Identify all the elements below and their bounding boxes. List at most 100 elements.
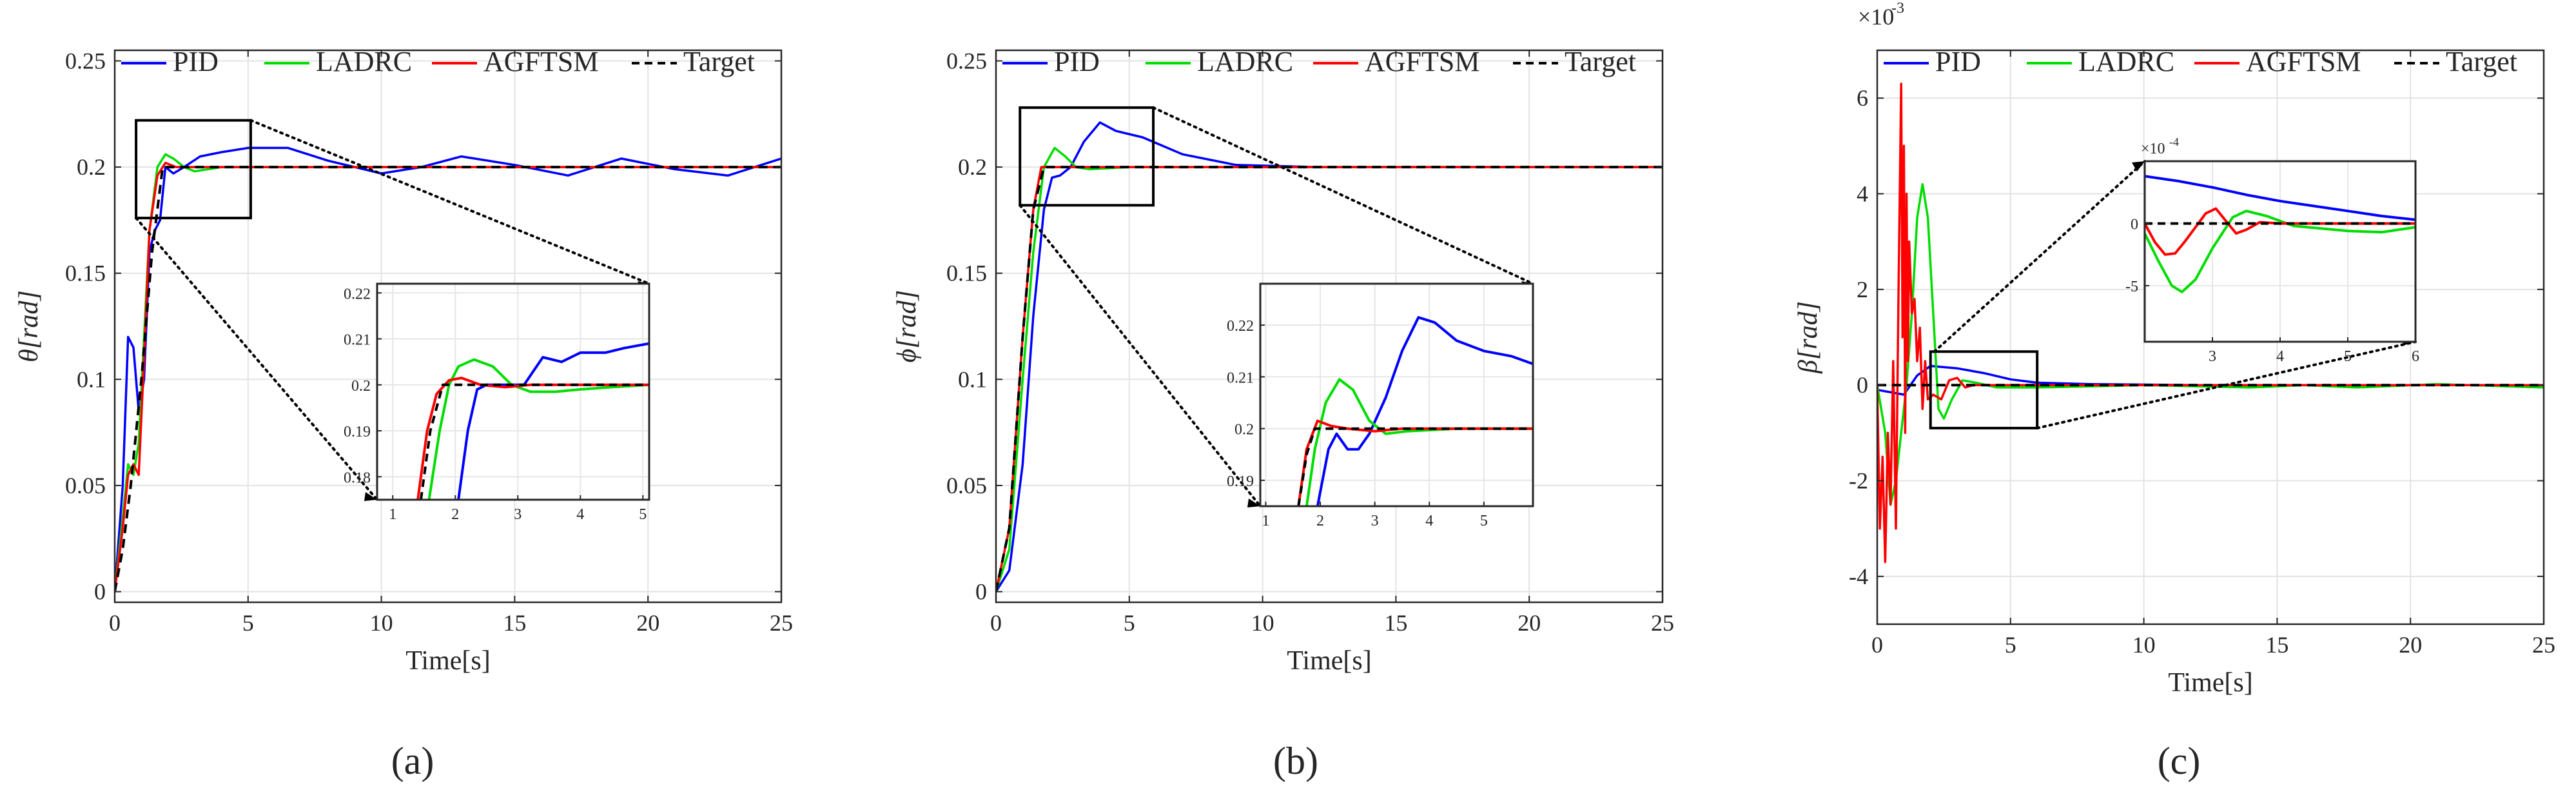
inset-y-tick-label: 0.19 (344, 424, 371, 440)
x-tick-label: 20 (2399, 632, 2422, 658)
arrow-head (2132, 161, 2145, 172)
inset-x-tick-label: 3 (514, 506, 522, 523)
chart-panel-0: 0 5 10 15 20 2500.050.10.150.20.25Time[s]θ[ra… (14, 46, 793, 782)
inset-axes: 3 4 5 6 -5 0 ×10 -4 (2125, 135, 2419, 365)
y-tick-label: 0.1 (77, 366, 106, 392)
y-axis-label: ϕ[rad] (892, 290, 922, 363)
y-tick-label: 0.25 (65, 48, 106, 74)
x-tick-label: 10 (370, 610, 393, 636)
arrow-head (1247, 498, 1260, 507)
y-tick-label: -4 (1849, 564, 1868, 589)
inset-x-tick-label: 3 (2209, 348, 2216, 365)
inset-x-tick-label: 5 (1480, 513, 1488, 529)
series-group (115, 146, 781, 592)
inset-x-tick-label: 5 (2344, 348, 2352, 365)
legend-label-ladrc: LADRC (316, 46, 412, 77)
y-tick-label: 0.15 (946, 261, 987, 286)
y-tick-label: 0 (94, 579, 106, 605)
inset-x-tick-label: 1 (1262, 513, 1269, 529)
inset-series-line-pid (2145, 175, 2415, 221)
inset-series-line-agftsm (416, 377, 649, 500)
inset-x-tick-label: 6 (2412, 348, 2419, 365)
zoom-connector (1152, 106, 1534, 285)
y-tick-label: 0.05 (946, 473, 987, 498)
inset-series-line-pid (1316, 316, 1533, 506)
series-group (996, 121, 1663, 593)
legend-label-ladrc: LADRC (2078, 46, 2174, 77)
inset-x-tick-label: 2 (1316, 513, 1324, 529)
legend-label-agftsm: AGFTSM (1365, 46, 1480, 77)
zoom-connector (249, 119, 650, 285)
inset-y-tick-label: -5 (2125, 279, 2138, 295)
inset-series-line-ladrc (427, 358, 649, 500)
series-line-ladrc (1877, 182, 2544, 506)
figure-caption: (a) (391, 740, 434, 782)
axes-box (995, 49, 1664, 604)
y-tick-label: 0.1 (958, 366, 987, 392)
legend-label-target: Target (1565, 46, 1636, 77)
y-tick-label: 4 (1857, 181, 1868, 207)
x-tick-label: 25 (770, 610, 793, 636)
x-tick-label: 0 (109, 610, 121, 636)
y-tick-label: 0.05 (65, 473, 106, 498)
inset-x-tick-label: 2 (451, 506, 459, 523)
inset-plot-area (377, 284, 649, 500)
legend: PID LADRC AGFTSM Target (121, 46, 755, 77)
inset-x-tick-label: 1 (389, 506, 396, 523)
inset-axes-box (1259, 282, 1534, 507)
inset-x-tick-label: 5 (639, 506, 647, 523)
x-tick-label: 20 (636, 610, 659, 636)
x-tick-label: 20 (1517, 610, 1541, 636)
inset-series-line-agftsm (2145, 207, 2415, 256)
x-tick-label: 25 (1651, 610, 1674, 636)
inset-x-tick-label: 4 (2276, 348, 2284, 365)
legend-label-agftsm: AGFTSM (2246, 46, 2361, 77)
inset-exponent-label: ×10 (2141, 141, 2165, 157)
x-tick-label: 5 (2005, 632, 2016, 658)
zoom-connector (2036, 340, 2417, 429)
x-tick-label: 15 (503, 610, 526, 636)
legend-label-target: Target (2446, 46, 2517, 77)
zoom-connector (1933, 160, 2146, 353)
x-tick-label: 5 (242, 610, 254, 636)
legend: PID LADRC AGFTSM Target (1884, 46, 2517, 77)
inset-series-group (416, 342, 649, 500)
zoom-connector (135, 217, 378, 501)
y-axis-label: θ[rad] (14, 290, 44, 362)
legend-label-ladrc: LADRC (1197, 46, 1293, 77)
inset-series-group (1297, 316, 1533, 506)
axes-box (1876, 49, 2545, 625)
inset-y-tick-label: 0.21 (344, 332, 371, 349)
y-tick-label: 6 (1857, 85, 1868, 111)
inset-series-line-pid (457, 342, 649, 500)
inset-y-tick-label: 0 (2131, 217, 2138, 233)
series-line-ladrc (996, 146, 1663, 593)
inset-y-tick-label: 0.2 (351, 378, 371, 395)
y-tick-label: 0.2 (958, 154, 987, 180)
figure-caption: (b) (1273, 740, 1318, 782)
inset-x-tick-label: 3 (1371, 513, 1379, 529)
inset-x-tick-label: 4 (576, 506, 584, 523)
legend-label-pid: PID (173, 46, 219, 77)
y-tick-label: 0.15 (65, 261, 106, 286)
x-tick-label: 10 (1251, 610, 1274, 636)
x-tick-label: 15 (2265, 632, 2288, 658)
y-tick-label: -2 (1849, 468, 1868, 494)
arrow-head (364, 492, 377, 501)
inset-y-tick-label: 0.22 (1227, 318, 1254, 335)
x-tick-label: 10 (2132, 632, 2156, 658)
series-group (1877, 83, 2544, 564)
inset-y-tick-label: 0.22 (344, 286, 371, 302)
inset-y-tick-label: 0.18 (344, 469, 371, 486)
legend-label-pid: PID (1935, 46, 1981, 77)
axes-box (113, 49, 783, 604)
inset-y-tick-label: 0.19 (1227, 473, 1254, 490)
x-tick-label: 5 (1124, 610, 1135, 636)
chart-panel-1: 0 5 10 15 20 2500.050.10.150.20.25Time[s]ϕ[ra… (892, 46, 1674, 782)
series-line-pid (996, 121, 1663, 593)
inset-x-tick-label: 4 (1425, 513, 1433, 529)
inset-exponent-power: -4 (2169, 135, 2179, 148)
x-tick-label: 0 (990, 610, 1002, 636)
legend: PID LADRC AGFTSM Target (1002, 46, 1636, 77)
inset-y-tick-label: 0.2 (1234, 422, 1254, 438)
